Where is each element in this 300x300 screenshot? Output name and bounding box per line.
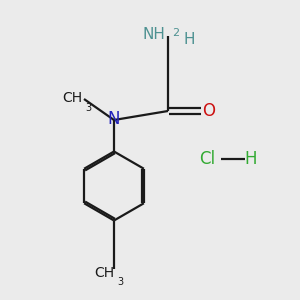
Text: H: H: [244, 150, 257, 168]
Text: N: N: [108, 110, 120, 128]
Text: O: O: [202, 102, 216, 120]
Text: Cl: Cl: [199, 150, 215, 168]
Text: NH: NH: [142, 27, 165, 42]
Text: 3: 3: [85, 103, 91, 112]
Text: 3: 3: [118, 277, 124, 287]
Text: CH: CH: [94, 266, 114, 280]
Text: H: H: [183, 32, 195, 46]
Text: CH: CH: [62, 91, 82, 104]
Text: 2: 2: [172, 28, 180, 38]
